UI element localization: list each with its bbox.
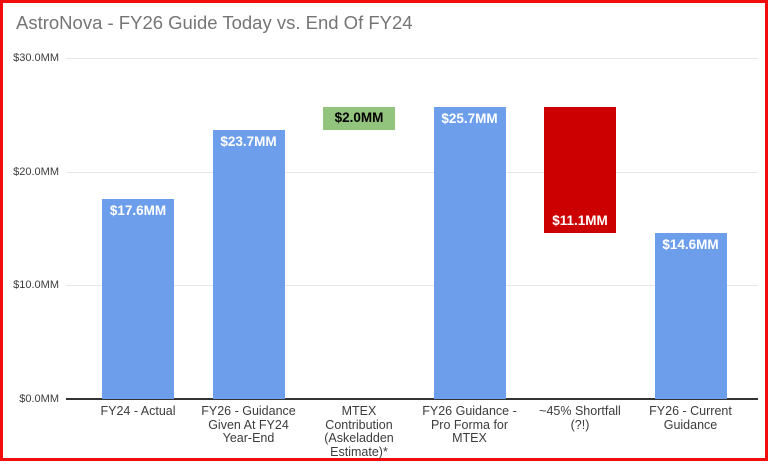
x-axis-line xyxy=(66,398,758,400)
bar-2-blue: $23.7MM xyxy=(212,129,285,399)
x-axis-label-line: Contribution xyxy=(325,417,393,432)
bar-value-label: $17.6MM xyxy=(109,202,167,218)
bar-value-label: $25.7MM xyxy=(441,110,498,126)
x-axis-label-line: FY26 Guidance - xyxy=(422,404,517,418)
bar-6-blue: $14.6MM xyxy=(654,233,727,399)
chart-plot-area: $0.0MM $10.0MM $20.0MM $30.0MM $17.6MM FY24 -… xyxy=(3,3,768,464)
chart-title: AstroNova - FY26 Guide Today vs. End Of … xyxy=(16,12,413,33)
y-axis-tick-label: $30.0MM xyxy=(13,52,59,64)
x-axis-label-line: Pro Forma for xyxy=(430,417,509,432)
x-axis-category-label: ~45% Shortfall (?!) xyxy=(522,404,638,432)
bar-1-blue: $17.6MM xyxy=(102,198,174,399)
x-axis-label-line: FY24 - Actual xyxy=(100,404,176,418)
gridline-$20.0MM xyxy=(66,171,758,173)
bar-5-red: $11.1MM xyxy=(544,106,616,234)
bar-value-label: $14.6MM xyxy=(662,237,719,253)
bar-4-blue: $25.7MM xyxy=(433,106,506,399)
x-axis-category-label: MTEX Contribution (Askeladden Estimate)* xyxy=(301,404,417,459)
x-axis-label-line: (Askeladden xyxy=(324,431,394,445)
x-axis-label-line: FY26 - Guidance xyxy=(201,404,296,418)
x-axis-label-line: Estimate)* xyxy=(330,444,388,459)
y-axis-tick-label: $10.0MM xyxy=(13,279,59,292)
x-axis-label-line: (?!) xyxy=(570,417,590,432)
x-axis-category-label: FY26 - Current Guidance xyxy=(633,404,749,432)
x-axis-category-label: FY24 - Actual xyxy=(80,404,196,419)
x-axis-label-line: MTEX xyxy=(341,404,377,418)
x-axis-label-line: ~45% Shortfall xyxy=(539,404,621,418)
x-axis-label-line: Guidance xyxy=(663,417,718,432)
x-axis-label-line: Given At FY24 xyxy=(208,417,289,432)
bar-value-label: $2.0MM xyxy=(334,110,384,126)
gridline-$30.0MM xyxy=(66,58,758,59)
x-axis-category-label: FY26 - Guidance Given At FY24 Year-End xyxy=(191,404,307,446)
x-axis-label-line: FY26 - Current xyxy=(649,404,732,418)
bar-value-label: $11.1MM xyxy=(552,213,608,229)
x-axis-category-label: FY26 Guidance - Pro Forma for MTEX xyxy=(412,404,528,446)
y-axis-tick-label: $0.0MM xyxy=(19,393,59,405)
x-axis-label-line: MTEX xyxy=(452,431,487,445)
x-axis-label-line: Year-End xyxy=(222,431,275,445)
bar-3-green: $2.0MM xyxy=(323,106,395,130)
y-axis-tick-label: $20.0MM xyxy=(13,165,59,178)
bar-value-label: $23.7MM xyxy=(220,133,277,149)
gridline-$10.0MM xyxy=(66,285,758,287)
